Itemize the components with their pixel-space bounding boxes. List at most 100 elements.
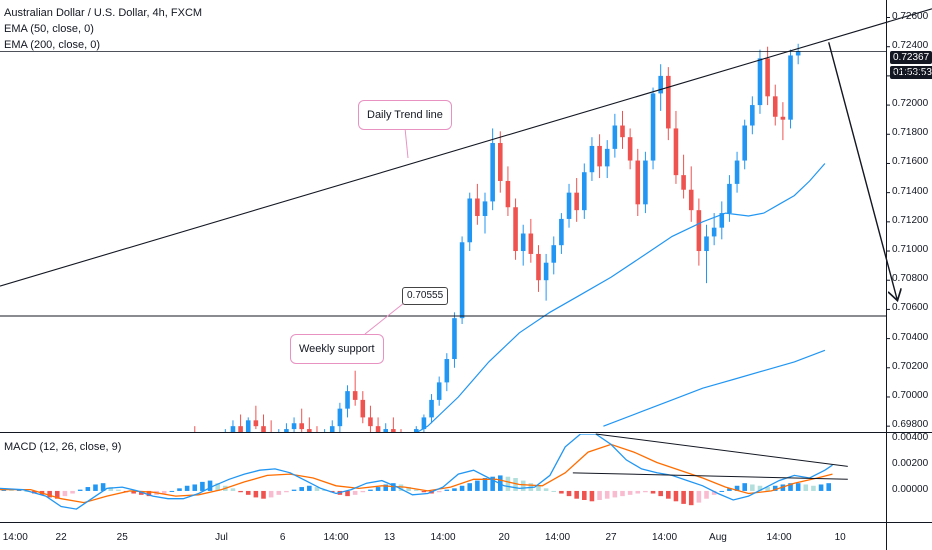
trend-callout-pointer: [404, 127, 409, 159]
macd-histogram-bar: [85, 487, 91, 491]
price-tick-label: 0.69800: [892, 419, 929, 431]
macd-histogram-bar: [131, 490, 136, 494]
candle-body: [345, 391, 350, 409]
time-tick-label: 14:00: [545, 532, 571, 543]
candle-body: [520, 233, 526, 252]
candle-body: [238, 426, 243, 432]
macd-histogram-bar: [177, 488, 182, 491]
macd-histogram-bar: [612, 490, 618, 498]
price-tick-label: 0.70600: [892, 302, 929, 314]
macd-legend: MACD (12, 26, close, 9): [4, 441, 122, 453]
support-callout: Weekly support: [290, 334, 384, 364]
macd-histogram-bar: [146, 490, 152, 497]
candle-body: [620, 125, 625, 138]
candle-body: [375, 426, 381, 432]
time-tick-label: 13: [383, 532, 396, 543]
macd-histogram-bar: [421, 490, 427, 493]
macd-histogram-bar: [818, 484, 824, 491]
candle-body: [673, 128, 679, 176]
macd-histogram-bar: [582, 490, 587, 500]
macd-histogram-bar: [574, 490, 579, 499]
candle-body: [734, 160, 740, 184]
macd-histogram-bar: [604, 490, 610, 499]
candle-body: [528, 233, 534, 254]
candle-body: [780, 116, 786, 120]
macd-histogram-bar: [215, 483, 220, 491]
macd-histogram-bar: [345, 490, 350, 497]
macd-histogram-bar: [711, 490, 717, 495]
candle-body: [650, 93, 656, 161]
signal-line: [0, 443, 833, 504]
price-tick-label: 0.72200: [892, 68, 929, 80]
macd-histogram-bar: [673, 490, 679, 502]
candle-body: [459, 242, 465, 319]
macd-histogram-bar: [238, 490, 243, 493]
candle-body: [566, 192, 572, 219]
candle-body: [582, 172, 587, 211]
ema50-line: [416, 163, 826, 432]
macd-divergence-line-2: [572, 472, 848, 480]
candle-body: [704, 236, 709, 252]
macd-histogram-bar: [597, 490, 602, 500]
price-tick-label: 0.71800: [892, 127, 929, 139]
macd-histogram-bar: [681, 490, 686, 504]
macd-histogram-bar: [757, 485, 763, 491]
macd-histogram-bar: [704, 490, 709, 499]
candle-body: [559, 218, 564, 246]
macd-histogram-bar: [200, 481, 205, 491]
macd-histogram-bar: [77, 489, 83, 491]
macd-histogram-bar: [742, 483, 747, 491]
time-tick-label: 22: [55, 532, 67, 543]
ema200-line: [603, 349, 826, 427]
current-price-tag: 0.72367: [890, 51, 932, 64]
countdown-tag: 01:53:53: [890, 66, 932, 79]
price-tick-label: 0.72400: [892, 39, 929, 51]
candle-body: [765, 58, 770, 97]
candle-body: [391, 429, 396, 432]
macd-histogram-bar: [520, 480, 526, 491]
candle-body: [337, 408, 343, 427]
candle-body: [475, 198, 480, 216]
support-callout-pointer: [364, 302, 405, 335]
candle-body: [513, 207, 518, 252]
candle-body: [352, 391, 358, 400]
candle-body: [750, 105, 755, 126]
candle-body: [360, 399, 366, 418]
macd-histogram-bar: [62, 490, 68, 497]
macd-histogram-bar: [543, 488, 549, 491]
time-tick-label: 25: [116, 532, 128, 543]
macd-histogram-bar: [765, 487, 770, 491]
macd-histogram-bar: [268, 490, 274, 498]
candle-body: [543, 262, 549, 281]
macd-histogram-bar: [116, 489, 121, 491]
macd-histogram-bar: [696, 490, 702, 503]
price-pane: [194, 43, 826, 432]
price-tick-label: 0.71400: [892, 185, 929, 197]
macd-histogram-bar: [459, 485, 465, 491]
macd-histogram-bar: [108, 487, 114, 491]
candle-body: [436, 382, 442, 400]
macd-histogram-bar: [788, 483, 793, 491]
level-label: 0.70555: [402, 287, 449, 305]
candle-body: [635, 160, 641, 205]
candle-body: [627, 137, 633, 161]
candle-body: [612, 125, 618, 149]
macd-histogram-bar: [490, 476, 495, 491]
macd-histogram-bar: [261, 490, 266, 499]
price-tick-label: 0.70200: [892, 360, 929, 372]
macd-histogram-bar: [368, 489, 373, 491]
time-tick-label: 14:00: [323, 532, 349, 543]
macd-histogram-bar: [750, 484, 755, 491]
macd-divergence-line-1: [595, 433, 848, 467]
candle-body: [490, 143, 495, 202]
macd-histogram-bar: [375, 487, 381, 491]
macd-histogram-bar: [139, 490, 144, 495]
time-tick-label: 14:00: [651, 532, 678, 543]
macd-histogram-bar: [513, 478, 518, 491]
macd-histogram-bar: [688, 490, 694, 506]
candle-body: [497, 143, 503, 181]
macd-histogram-bar: [184, 485, 190, 491]
macd-histogram-bar: [230, 488, 236, 491]
macd-histogram-bar: [93, 484, 98, 491]
